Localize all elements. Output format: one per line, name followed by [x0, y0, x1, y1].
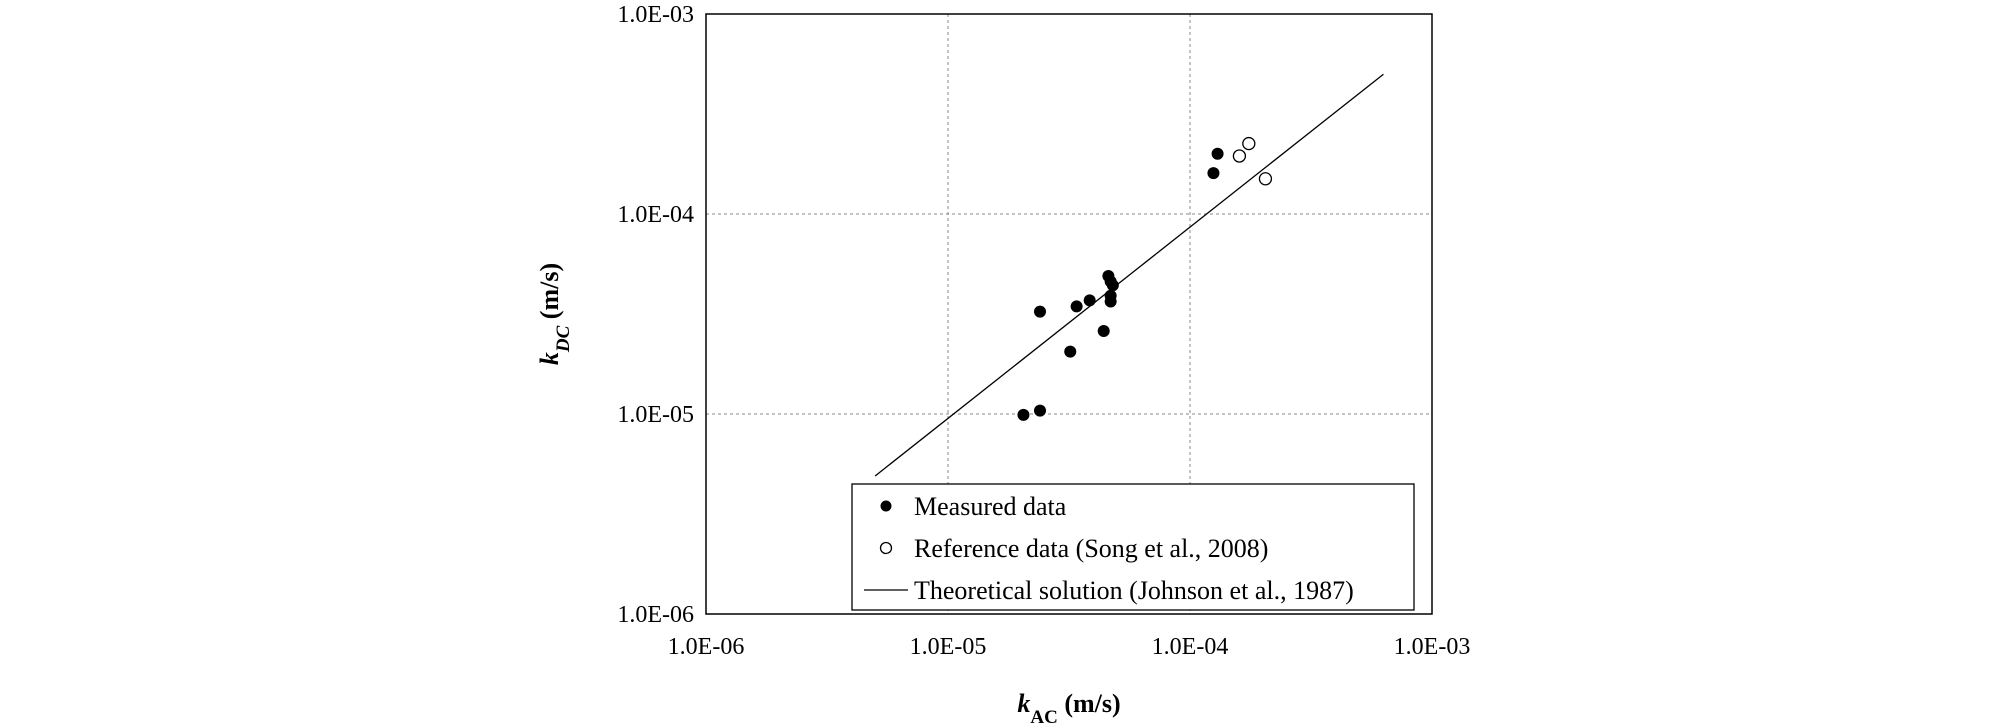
x-axis-title-unit: (m/s) [1058, 689, 1121, 718]
measured-data-point [1070, 300, 1083, 313]
legend-marker-measured [880, 500, 892, 512]
y-axis-title-main: k [535, 352, 564, 365]
measured-data-point [1083, 294, 1096, 307]
series-layer [874, 73, 1384, 477]
legend-label: Theoretical solution (Johnson et al., 19… [914, 576, 1354, 605]
y-tick-label: 1.0E-03 [617, 2, 694, 28]
measured-data-point [1211, 147, 1224, 160]
x-axis-title-sub: AC [1030, 707, 1057, 728]
legend-label: Reference data (Song et al., 2008) [914, 534, 1268, 563]
y-axis-title-sub: DC [553, 325, 574, 353]
theoretical-line [874, 73, 1384, 477]
measured-data-point [1017, 408, 1030, 421]
x-tick-label: 1.0E-05 [910, 634, 987, 660]
y-axis-title: kDC (m/s) [535, 263, 574, 365]
plot-area-frame [705, 13, 1433, 615]
measured-data-point [1064, 345, 1077, 358]
x-axis-title-main: k [1017, 689, 1030, 718]
x-tick-label: 1.0E-03 [1394, 634, 1471, 660]
measured-data-point [1097, 325, 1110, 338]
y-tick-label: 1.0E-06 [617, 602, 694, 628]
x-tick-label: 1.0E-04 [1152, 634, 1229, 660]
y-axis-title-unit: (m/s) [535, 263, 564, 326]
y-tick-label: 1.0E-04 [617, 202, 694, 228]
legend-marker-reference [879, 541, 893, 555]
legend: Measured data Reference data (Song et al.… [851, 483, 1415, 611]
x-axis-title: kAC (m/s) [1017, 689, 1120, 728]
reference-data-point [1242, 136, 1256, 151]
measured-data-point [1034, 305, 1047, 318]
measured-data-point [1207, 167, 1220, 180]
legend-box [851, 483, 1415, 611]
y-tick-label: 1.0E-05 [617, 402, 694, 428]
measured-data-point [1034, 404, 1047, 417]
legend-label: Measured data [914, 492, 1067, 521]
measured-data-point [1106, 279, 1119, 292]
x-tick-label: 1.0E-06 [668, 634, 745, 660]
reference-data-point [1258, 172, 1273, 186]
measured-data-point [1104, 295, 1117, 308]
reference-data-point [1232, 149, 1247, 163]
tick-labels: 1.0E-06 1.0E-05 1.0E-04 1.0E-03 1.0E-06 1.0E-… [617, 2, 1470, 660]
